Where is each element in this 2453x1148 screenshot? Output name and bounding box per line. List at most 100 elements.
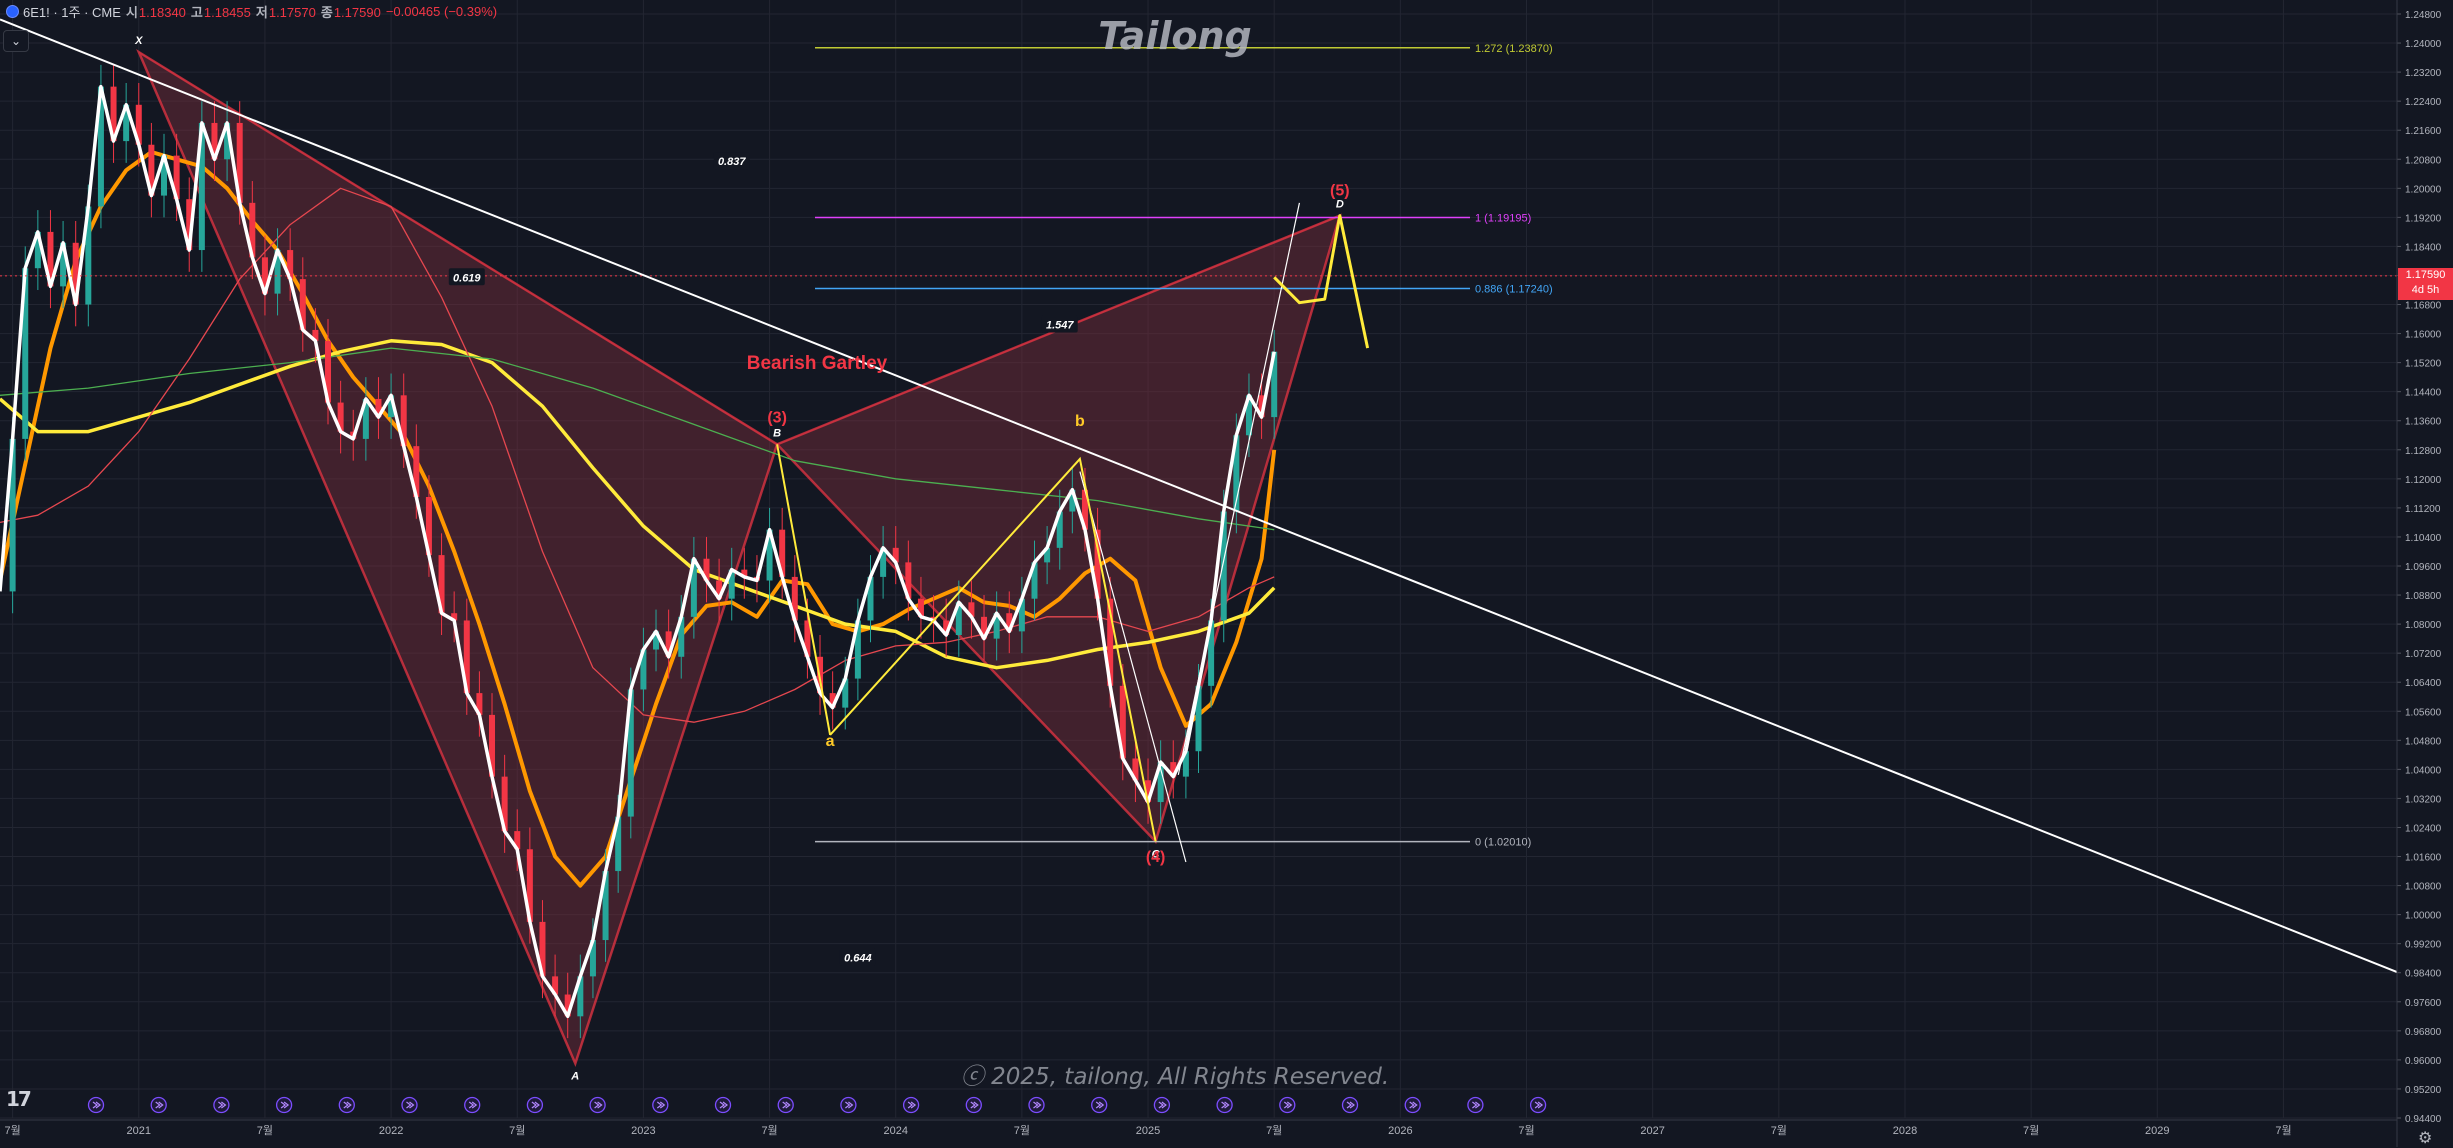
abc-a-leg [776,444,832,736]
candle-body [1132,758,1139,781]
event-marker-icon [213,1096,230,1114]
y-tick-label: 0.96800 [2405,1027,2442,1038]
candle-body [842,678,849,708]
event-marker-icon [1028,1096,1045,1114]
x-tick-label: 7월 [2023,1124,2039,1137]
candle-body [85,206,92,305]
event-marker-icon [401,1096,418,1114]
pattern-point-D: D [1336,199,1344,211]
candle-body [829,693,836,708]
collapse-chevron-icon[interactable]: ⌄ [3,30,29,52]
y-tick-label: 1.15200 [2405,359,2442,370]
open-value: 1.18340 [138,4,186,20]
event-arrow-icon [656,1101,666,1109]
y-tick-label: 0.95200 [2405,1085,2442,1096]
candle-body [703,558,710,581]
candle-body [1107,598,1114,686]
candle-body [930,616,937,621]
symbol-header[interactable]: 6E1! · 1주 · CME 시1.18340 고1.18455 저1.175… [0,0,502,22]
event-arrow-icon [1033,1101,1042,1109]
event-arrow-icon [92,1101,101,1109]
fibonacci-levels: 1.272 (1.23870) 1 (1.19195) 0.886 (1.17240… [0,43,2397,849]
x-tick-label: 2024 [883,1125,907,1137]
x-tick-label: 7월 [761,1124,777,1137]
high-label: 고 [190,4,203,20]
watermark-title: Tailong [1098,14,1251,58]
settings-gear-icon[interactable]: ⚙ [2418,1130,2433,1147]
y-tick-label: 1.14400 [2405,388,2442,399]
projected-path [1273,214,1370,349]
close-value: 1.17590 [333,4,381,20]
candle-body [690,558,697,617]
candle-body [1031,562,1038,599]
candle-body [791,576,798,621]
candle-body [1233,435,1240,512]
candle-body [1220,511,1227,621]
y-tick-label: 1.04000 [2405,765,2442,776]
candle-body [489,714,496,777]
x-tick-label: 7월 [1266,1124,1282,1137]
candle-body [135,104,142,145]
y-tick-label: 1.03200 [2405,794,2442,805]
y-tick-label: 1.16000 [2405,330,2442,341]
event-marker-icon [589,1096,606,1114]
x-tick-label: 7월 [1014,1124,1030,1137]
candle-body [249,202,256,258]
candle-body [274,250,281,294]
candle-body [451,613,458,621]
x-tick-label: 2028 [1893,1125,1917,1137]
x-tick-label: 2026 [1388,1125,1412,1137]
candle-body [362,398,369,439]
event-arrow-icon [1346,1101,1355,1109]
candle-body [1094,529,1101,599]
event-arrow-icon [594,1101,603,1109]
pattern-point-C: C [1152,849,1161,861]
candle-body [955,602,962,635]
wave-label: (3) [767,410,787,427]
ma-line-red_ma [0,187,1275,723]
y-tick-label: 0.94400 [2405,1114,2442,1125]
candle-body [375,398,382,418]
candle-body [173,155,180,200]
y-tick-label: 1.20800 [2405,155,2442,166]
ratio-label: 1.547 [1046,320,1074,332]
candle-body [476,693,483,715]
white-close-line [0,84,1276,1019]
ratio-label: 0.619 [453,272,481,284]
ma-line-yellow_ma [0,339,1276,670]
candle-body [905,562,912,599]
candle-body [1018,598,1025,632]
candle-body [400,395,407,447]
event-marker-icon [1404,1096,1421,1114]
event-arrow-icon [280,1101,290,1109]
event-marker-icon [275,1096,293,1114]
wave-label: b [1075,413,1085,430]
x-tick-label: 7월 [509,1124,525,1137]
x-tick-label: 7월 [1771,1124,1787,1137]
candle-body [97,86,104,207]
candle-body [198,122,205,251]
high-value: 1.18455 [203,4,251,20]
y-tick-label: 1.08000 [2405,620,2442,631]
y-tick-label: 0.98400 [2405,969,2442,980]
candle-body [211,122,218,160]
open-label: 시 [125,4,138,20]
event-marker-icon [526,1096,544,1114]
copyright-text: ⓒ 2025, tailong, All Rights Reserved. [961,1064,1389,1090]
event-marker-icon [1279,1096,1296,1114]
y-tick-label: 1.08800 [2405,591,2442,602]
symbol-name[interactable]: 6E1! · 1주 · CME [23,4,121,20]
event-arrow-icon [782,1101,791,1109]
ratio-label-bg [448,268,485,286]
candle-body [577,976,584,1017]
candle-body [526,849,533,922]
y-tick-label: 1.11200 [2405,504,2441,515]
ratio-label: 0.837 [718,156,746,168]
event-arrow-icon [343,1101,352,1109]
event-marker-icon [150,1096,167,1114]
candle-body [892,547,899,563]
annotation-labels: X A B C D (3) (4) (5) a b 0.619 0.837 1.547 0.644 Bear… [134,35,1349,1082]
tradingview-logo-icon[interactable]: 17 [6,1087,32,1111]
